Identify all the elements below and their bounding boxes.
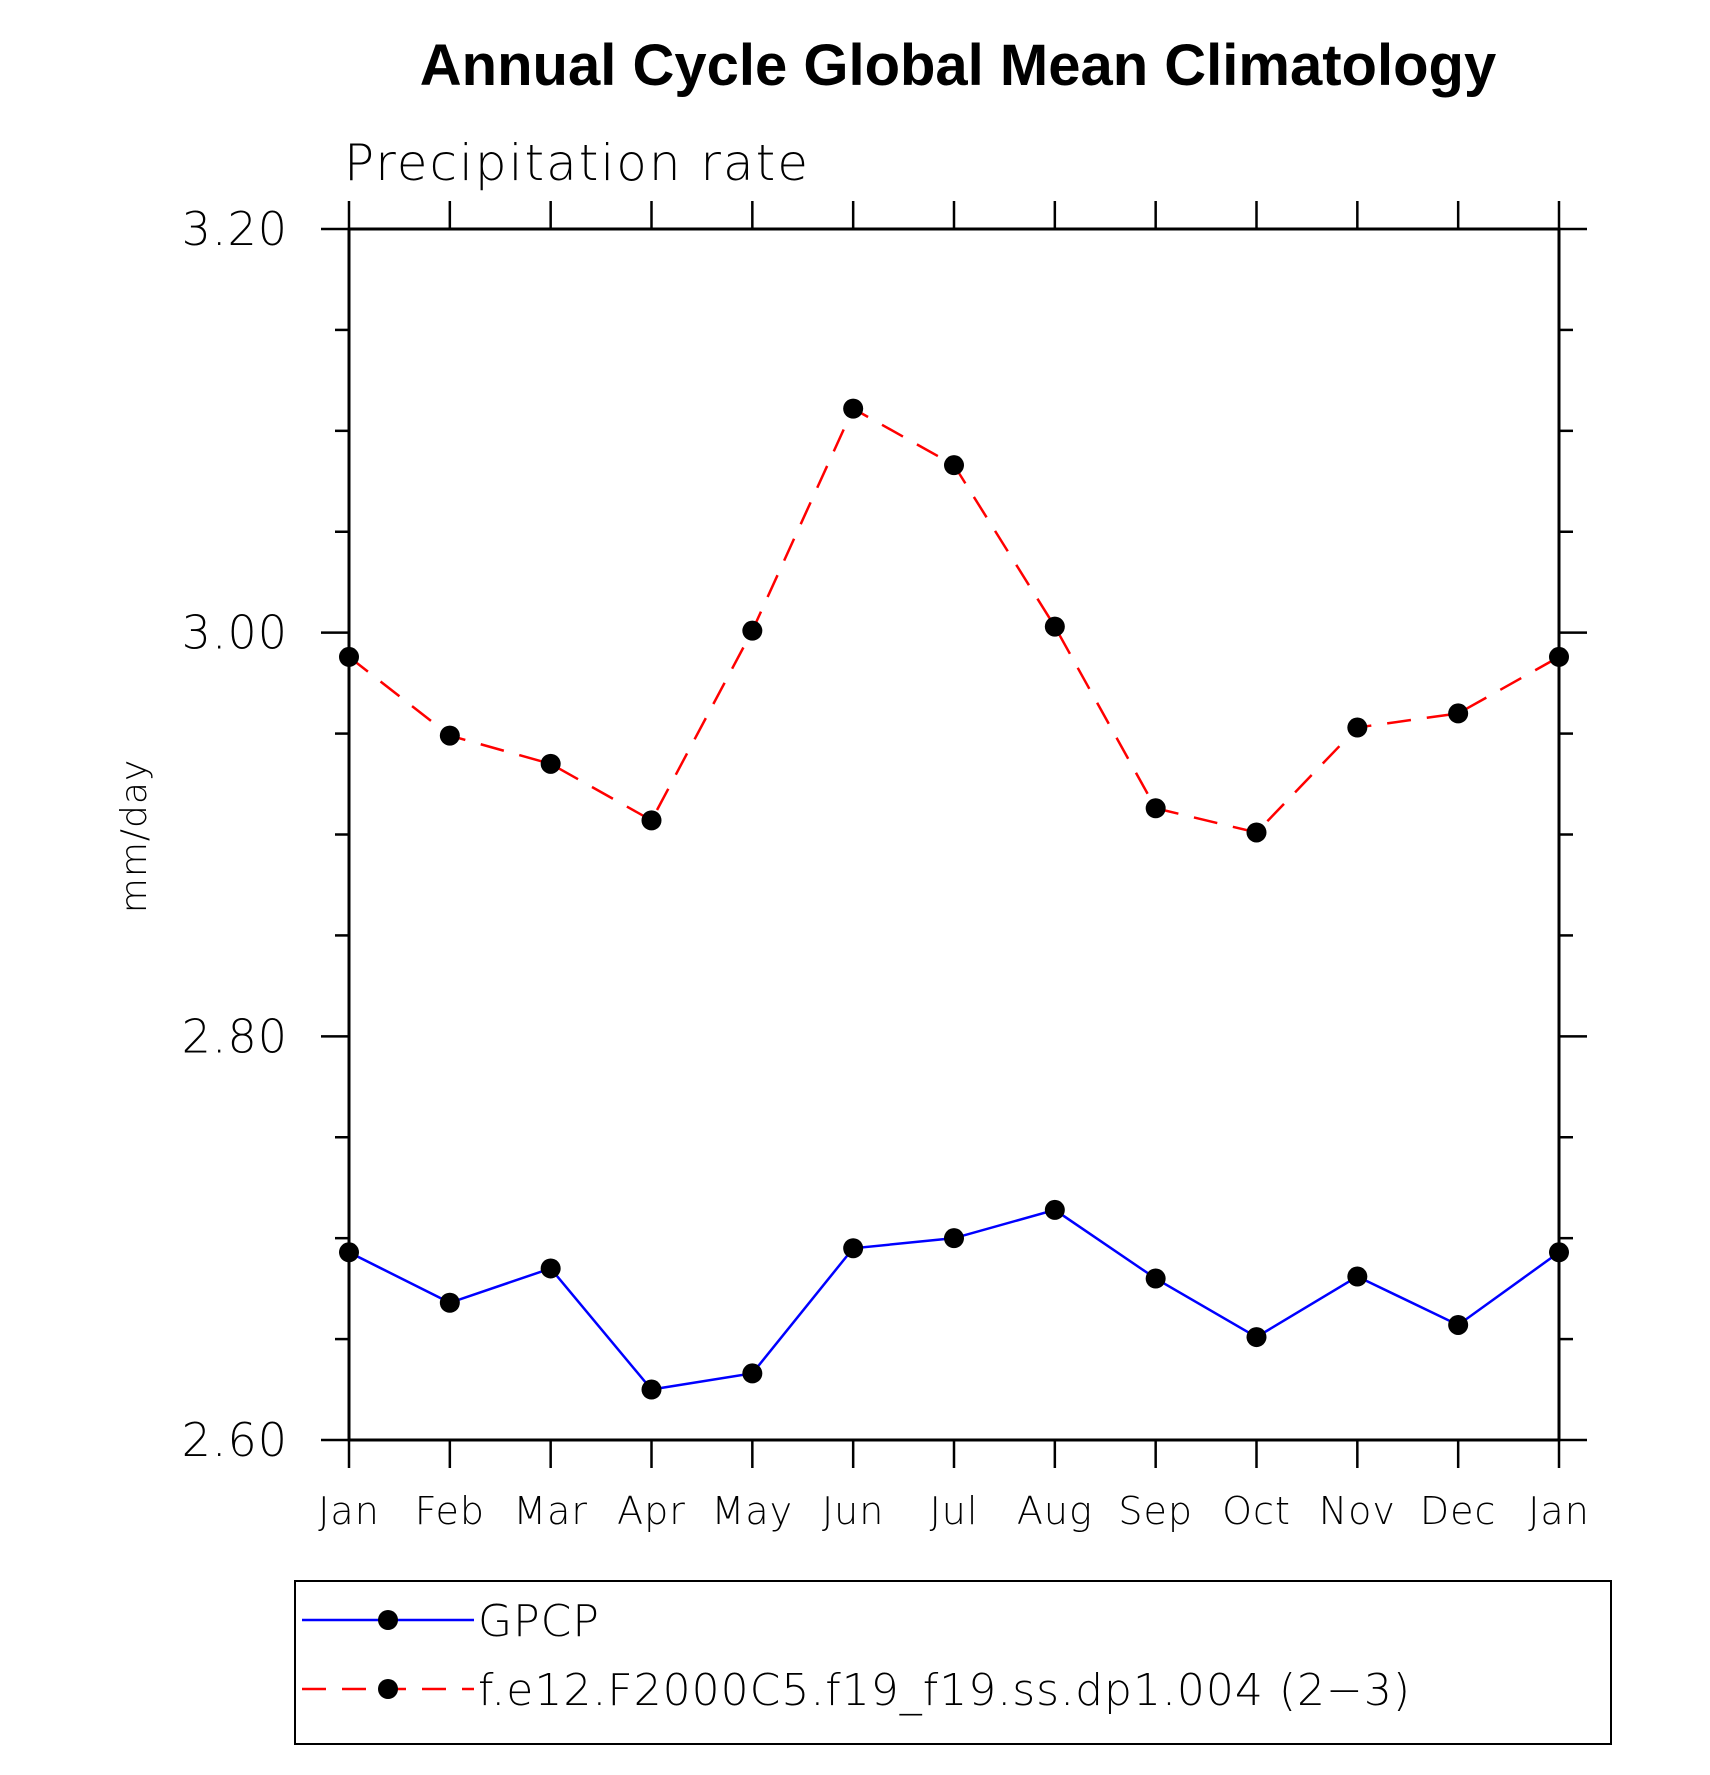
data-point	[339, 646, 359, 667]
data-point	[1044, 616, 1065, 637]
legend-label: GPCP	[478, 1596, 600, 1647]
x-tick-label: Jul	[930, 1489, 979, 1533]
x-tick-label: May	[712, 1489, 794, 1533]
data-point	[1347, 1266, 1368, 1287]
plot-frame	[347, 227, 1561, 1442]
legend-marker	[378, 1610, 398, 1630]
data-point	[1044, 1199, 1065, 1220]
x-tick-label: Jan	[1528, 1489, 1590, 1533]
x-tick-label: Aug	[1017, 1489, 1093, 1533]
data-point	[339, 1242, 359, 1263]
legend: GPCP f.e12.F2000C5.f19_f19.ss.dp1.004 (2−…	[294, 1580, 1612, 1745]
x-tick-label: Mar	[513, 1489, 588, 1533]
data-point	[843, 1238, 864, 1259]
x-tick-label: Feb	[415, 1489, 485, 1533]
y-tick-label: 2.60	[182, 1413, 288, 1467]
data-point	[1246, 822, 1267, 843]
data-point	[1145, 1268, 1166, 1289]
data-point	[1347, 717, 1368, 738]
x-axis-ticks: Jan Feb Mar Apr May Jun Jul Aug Sep Oct Nov Dec Jan	[318, 201, 1590, 1533]
x-tick-label: Oct	[1222, 1489, 1291, 1533]
data-point	[944, 455, 964, 476]
x-tick-label: Dec	[1420, 1489, 1497, 1533]
data-point	[843, 398, 864, 419]
legend-entries: GPCP f.e12.F2000C5.f19_f19.ss.dp1.004 (2−…	[302, 1596, 1411, 1716]
data-point	[1549, 646, 1569, 667]
legend-marker	[378, 1679, 398, 1699]
data-point	[1145, 798, 1166, 819]
legend-box	[294, 1580, 1612, 1745]
x-tick-label: Jan	[318, 1489, 380, 1533]
data-point	[944, 1228, 964, 1249]
data-point	[742, 1363, 763, 1384]
data-point	[1448, 1314, 1469, 1335]
y-tick-label: 2.80	[182, 1009, 288, 1063]
data-point	[641, 1379, 662, 1400]
x-tick-label: Apr	[617, 1489, 686, 1533]
data-point	[1448, 703, 1469, 724]
y-axis-label: mm/day	[114, 759, 155, 913]
chart-title: Annual Cycle Global Mean Climatology	[420, 33, 1496, 98]
data-point	[1549, 1242, 1569, 1263]
x-tick-label: Jun	[822, 1489, 884, 1533]
data-point	[1246, 1327, 1267, 1348]
data-point	[742, 620, 763, 641]
y-tick-label: 3.00	[182, 606, 288, 660]
legend-label: f.e12.F2000C5.f19_f19.ss.dp1.004 (2−3)	[478, 1665, 1411, 1716]
data-point	[439, 725, 460, 746]
chart-subtitle: Precipitation rate	[344, 134, 810, 192]
y-tick-label: 3.20	[182, 202, 288, 256]
x-tick-label: Sep	[1118, 1489, 1193, 1533]
data-point	[641, 810, 662, 831]
data-point	[540, 753, 561, 774]
series-layer	[339, 398, 1569, 1400]
y-axis-ticks: 2.60 2.80 3.00 3.20	[182, 202, 1587, 1467]
data-point	[439, 1292, 460, 1313]
x-tick-label: Nov	[1319, 1489, 1396, 1533]
data-point	[540, 1258, 561, 1279]
